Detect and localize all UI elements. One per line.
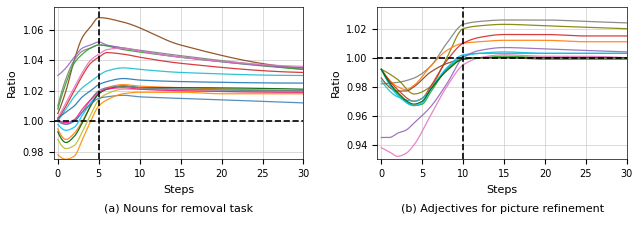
Title: (a) Nouns for removal task: (a) Nouns for removal task: [104, 204, 253, 214]
X-axis label: Steps: Steps: [163, 185, 194, 194]
Y-axis label: Ratio: Ratio: [7, 69, 17, 97]
Y-axis label: Ratio: Ratio: [330, 69, 340, 97]
Title: (b) Adjectives for picture refinement: (b) Adjectives for picture refinement: [401, 204, 604, 214]
X-axis label: Steps: Steps: [486, 185, 518, 194]
